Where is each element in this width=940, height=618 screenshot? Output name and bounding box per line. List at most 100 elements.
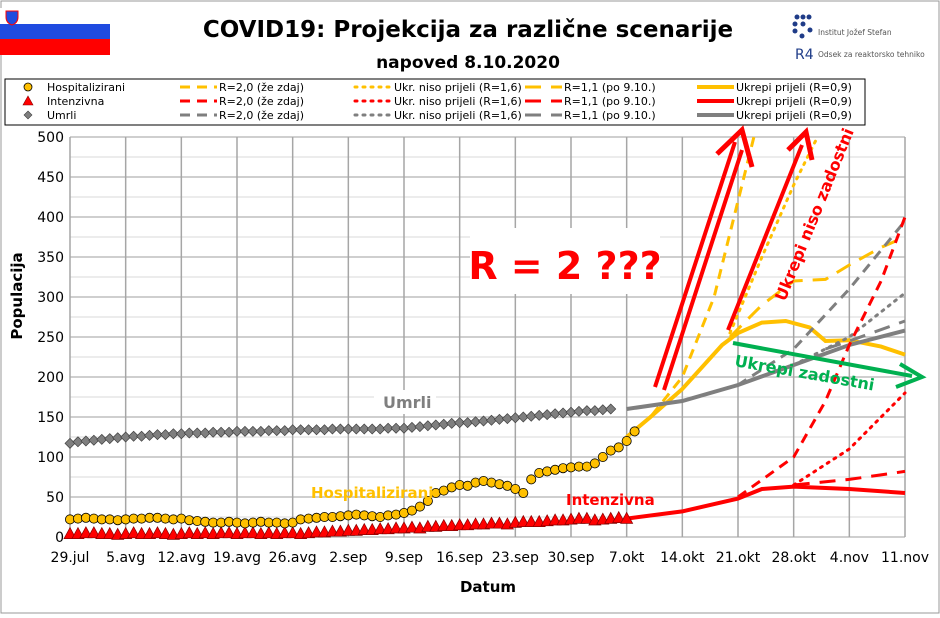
umrli-point <box>128 430 140 442</box>
intenzivna-point <box>468 517 483 530</box>
intenzivna-point <box>150 526 165 539</box>
legend-entry: R=1,1 (po 9.10.) <box>564 81 656 94</box>
x-tick-label: 16.sep <box>436 550 483 566</box>
r2-box <box>470 228 660 294</box>
intenzivna-label: Intenzivna <box>566 491 655 509</box>
intenzivna-point <box>278 526 292 539</box>
intenzivna-point <box>87 526 101 539</box>
legend-entry: R=2,0 (že zdaj) <box>219 81 304 94</box>
umrli-point <box>239 425 251 437</box>
umrli-point <box>366 423 378 435</box>
y-tick-label: 500 <box>37 130 64 146</box>
axes: 0 50 100 150 200 250 300 350 400 450 500 29.jul 5.av… <box>37 130 929 566</box>
intenzivna-point <box>341 523 355 536</box>
umrli-point <box>358 423 370 435</box>
chart-subtitle: napoved 8.10.2020 <box>376 53 560 73</box>
umrli-point <box>605 403 617 415</box>
umrli-point <box>334 423 346 435</box>
hospitalizirani-point <box>510 483 521 494</box>
x-tick-label: 2.sep <box>329 550 367 566</box>
hospitalizirani-point <box>526 474 537 485</box>
intenzivna-point <box>492 516 507 529</box>
umrli-point <box>215 426 227 438</box>
legend-entry: Ukrepi prijeli (R=0,9) <box>736 109 852 122</box>
umrli-point <box>326 423 338 435</box>
umrli-point <box>303 424 315 436</box>
legend-entry: R=2,0 (že zdaj) <box>219 109 304 122</box>
r2-annotation: R = 2 ??? <box>468 244 661 288</box>
series-hospitalizirani-solid <box>625 318 906 439</box>
series-hospitalizirani-dash <box>625 136 756 439</box>
intenzivna-point <box>405 520 419 533</box>
r4-logo: R4 Odsek za reaktorsko tehniko <box>795 47 925 63</box>
umrli-point <box>191 427 203 439</box>
umrli-label: Umrli <box>383 393 432 412</box>
legend-entry: Ukrepi prijeli (R=0,9) <box>736 95 852 108</box>
intenzivna-point <box>95 526 109 539</box>
x-tick-label: 11.nov <box>881 550 929 566</box>
series-intenzivna-longdash <box>793 469 906 487</box>
intenzivna-point <box>516 514 530 527</box>
umrli-point <box>263 425 275 437</box>
hospitalizirani-point <box>414 501 425 512</box>
umrli-point <box>167 428 179 440</box>
chart-title: COVID19: Projekcija za različne scenarij… <box>203 17 733 43</box>
intenzivna-point <box>63 526 77 539</box>
intenzivna-point <box>572 511 586 524</box>
hospitalizirani-point <box>422 495 433 506</box>
ijs-logo: Institut Jožef Stefan <box>792 14 892 39</box>
series <box>625 135 907 521</box>
hospitalizirani-point <box>613 442 624 453</box>
legend-label: Hospitalizirani <box>47 81 125 94</box>
y-tick-label: 0 <box>55 530 64 546</box>
y-tick-label: 50 <box>46 490 64 506</box>
x-tick-label: 21.okt <box>716 550 761 566</box>
legend-entry: Ukrepi prijeli (R=0,9) <box>736 81 852 94</box>
umrli-label-bg <box>374 390 436 414</box>
intenzivna-point <box>158 526 173 539</box>
intenzivna-point <box>134 526 149 539</box>
y-tick-label: 150 <box>37 410 64 426</box>
legend-entry: Ukr. niso prijeli (R=1,6) <box>394 81 522 94</box>
legend-marker-diamond <box>23 110 33 120</box>
intenzivna-point <box>453 518 467 531</box>
x-tick-label: 4.nov <box>830 550 869 566</box>
intenzivna-point <box>182 526 196 539</box>
x-tick-label: 7.okt <box>609 550 645 566</box>
series-umrli-longdash <box>825 319 906 351</box>
x-tick-label: 26.avg <box>269 550 317 566</box>
umrli-point <box>183 427 195 439</box>
intenzivna-point <box>222 526 236 539</box>
legend-marker-circle <box>23 82 33 92</box>
up-arrow-icon <box>653 125 815 391</box>
umrli-point <box>311 424 323 436</box>
umrli-point <box>581 405 593 417</box>
y-tick-label: 350 <box>37 250 64 266</box>
umrli-point <box>151 429 163 441</box>
y-tick-label: 400 <box>37 210 64 226</box>
legend-entry: R=2,0 (že zdaj) <box>219 95 304 108</box>
intenzivna-point <box>198 526 212 539</box>
umrli-point <box>231 425 243 437</box>
x-tick-label: 30.sep <box>547 550 594 566</box>
x-tick-label: 23.sep <box>492 550 539 566</box>
legend: Hospitalizirani R=2,0 (že zdaj) Ukr. niso … <box>4 78 866 126</box>
umrli-point <box>382 422 394 434</box>
y-tick-label: 250 <box>37 330 64 346</box>
hospitalizirani-point <box>629 426 640 437</box>
intenzivna-point <box>286 526 300 539</box>
intenzivna-point <box>309 525 324 538</box>
umrli-point <box>247 425 259 437</box>
right-arrow-icon <box>732 341 927 389</box>
hospitalizirani-point <box>621 435 632 446</box>
y-tick-label: 450 <box>37 170 64 186</box>
grid <box>69 136 906 538</box>
umrli-point <box>350 423 362 435</box>
hospitalizirani-point <box>597 451 608 462</box>
umrli-point <box>271 425 283 437</box>
y-tick-label: 300 <box>37 290 64 306</box>
intenzivna-point <box>524 514 538 527</box>
umrli-point <box>207 426 219 438</box>
intenzivna-point <box>357 522 371 535</box>
legend-marker-triangle <box>22 95 34 106</box>
